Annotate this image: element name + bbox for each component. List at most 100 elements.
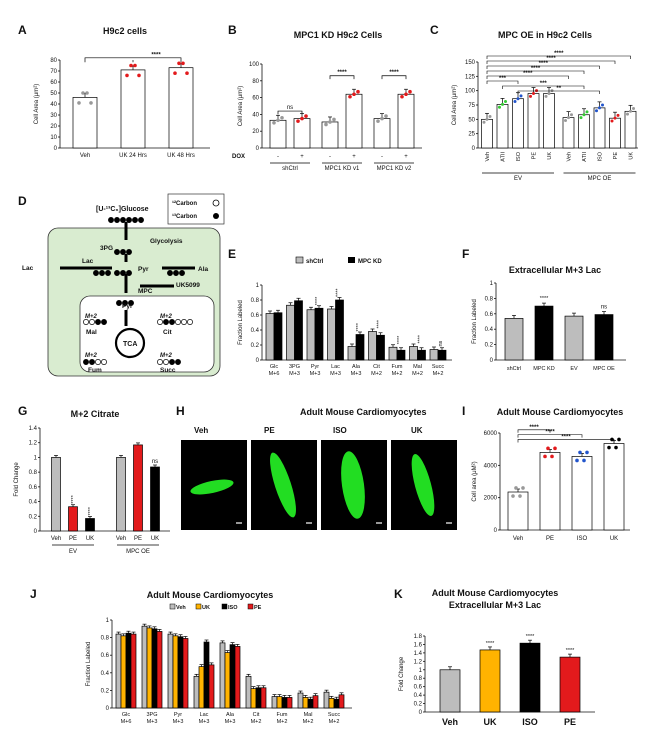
- bar: [507, 491, 529, 531]
- y-axis-label: Cell Area (μm²): [34, 84, 40, 124]
- lac-out-label: Lac: [22, 265, 34, 272]
- tca-carbons: [83, 319, 193, 365]
- y-tick-label: 0.2: [485, 343, 494, 349]
- x-tick-label: ISO: [598, 151, 604, 161]
- legend-label: ISO: [228, 605, 238, 611]
- carbon-dot: [83, 319, 89, 325]
- image-iso: ISO: [321, 426, 387, 530]
- significance-label: ****: [561, 434, 571, 440]
- data-point: [511, 494, 515, 498]
- data-point: [352, 92, 356, 97]
- bar: [150, 466, 160, 532]
- chart-b: 0 20 40 60 80 100 MPC1 KD H9c2 Cells Cell Area …: [232, 30, 422, 172]
- data-point: [137, 73, 141, 78]
- glucose-label: [U-¹³C₆]Glucose: [96, 206, 149, 213]
- bar: [345, 93, 363, 149]
- bar-PE: [156, 631, 163, 709]
- succ-label: Succ: [160, 367, 176, 374]
- y-tick-label: 0.2: [251, 343, 260, 349]
- x-tick-label: M+6: [121, 719, 132, 725]
- significance-label: ****: [566, 648, 575, 654]
- fum-label: Fum: [88, 367, 102, 374]
- significance-label: ****: [397, 335, 403, 344]
- chart-subtitle: Extracellular M+3 Lac: [449, 600, 541, 610]
- bar-ISO: [177, 636, 184, 709]
- significance-bracket: [84, 57, 182, 63]
- data-point: [482, 120, 486, 124]
- chart-a: 0 10 20 30 40 50 60 70 80 H9c2 cells Cell Area (μm…: [34, 26, 210, 159]
- bar-Veh: [167, 633, 174, 709]
- data-point: [404, 92, 408, 97]
- significance-bracket: [486, 60, 616, 64]
- dox-sign: +: [352, 154, 356, 160]
- significance-label: ****: [540, 296, 549, 302]
- data-point: [585, 110, 589, 114]
- data-point: [547, 92, 551, 96]
- x-tick-label: M+2: [277, 719, 288, 725]
- data-point: [85, 91, 89, 95]
- chart-title: MPC OE in H9c2 Cells: [498, 30, 592, 40]
- x-tick-label: PE: [134, 536, 142, 542]
- x-tick-label: Ala: [352, 364, 361, 370]
- y-tick-label: 60: [252, 96, 259, 102]
- x-tick-label: UK: [629, 152, 635, 160]
- bar: [51, 457, 61, 532]
- dox-sign: -: [329, 154, 331, 160]
- cell-veh: [190, 479, 234, 495]
- significance-bracket: [277, 110, 303, 115]
- bar-MPC KD: [335, 299, 344, 361]
- data-point: [129, 63, 133, 68]
- y-tick-label: 1: [34, 455, 38, 461]
- panel-letter-d: D: [18, 194, 27, 208]
- data-point: [518, 494, 522, 498]
- data-point: [514, 486, 518, 490]
- y-tick-label: 4000: [484, 463, 498, 469]
- bar: [519, 642, 541, 713]
- x-tick-label: PE: [546, 536, 554, 542]
- data-point: [582, 113, 586, 117]
- y-tick-label: 2000: [484, 496, 498, 502]
- x-tick-label: Pyr: [174, 712, 182, 718]
- carbon-dot: [101, 359, 107, 365]
- bar-UK: [198, 666, 205, 709]
- bar: [609, 117, 621, 149]
- bar-ISO: [203, 641, 210, 709]
- significance-bracket: [486, 75, 569, 79]
- y-tick-label: 70: [50, 69, 57, 75]
- significance-bracket: [517, 439, 615, 443]
- bar-UK: [224, 652, 231, 709]
- carbon-dot: [181, 319, 187, 325]
- significance-label: ****: [71, 494, 77, 503]
- carbon-dot: [128, 300, 134, 306]
- legend-12c: ¹²Carbon: [172, 200, 197, 207]
- significance-bracket: [517, 429, 551, 433]
- data-point: [585, 450, 589, 455]
- carbon-dot: [120, 270, 126, 276]
- legend-label: Veh: [176, 605, 186, 611]
- open-circle-icon: [212, 199, 220, 207]
- bar-Veh: [115, 633, 122, 709]
- 3pg-label: 3PG: [100, 245, 113, 252]
- bar-PE: [260, 687, 267, 709]
- group-label: MPC OE: [126, 549, 150, 555]
- data-point: [77, 101, 81, 105]
- significance-label: ****: [545, 430, 555, 436]
- data-point: [276, 118, 280, 123]
- y-tick-label: 20: [50, 124, 57, 130]
- x-tick-label: UK: [86, 536, 94, 542]
- y-axis-label: Cell Area (μm²): [238, 86, 244, 126]
- significance-bracket: [486, 80, 519, 84]
- carbon-dot: [187, 319, 193, 325]
- bar-PE: [130, 633, 137, 709]
- carbon-dot: [169, 359, 175, 365]
- mito-pyr-carbons: [116, 300, 134, 306]
- cit-mplus2: M+2: [160, 314, 173, 320]
- carbon-dot: [120, 217, 126, 223]
- significance-label: ****: [418, 334, 424, 343]
- y-axis-label: Fold Change: [399, 656, 405, 691]
- y-tick-label: 150: [465, 60, 476, 66]
- data-point: [177, 61, 181, 66]
- y-axis-label: Fraction Labeled: [86, 642, 92, 687]
- chart-i: 0 2000 4000 6000 Adult Mouse Cardiomyocytes C…: [472, 407, 630, 542]
